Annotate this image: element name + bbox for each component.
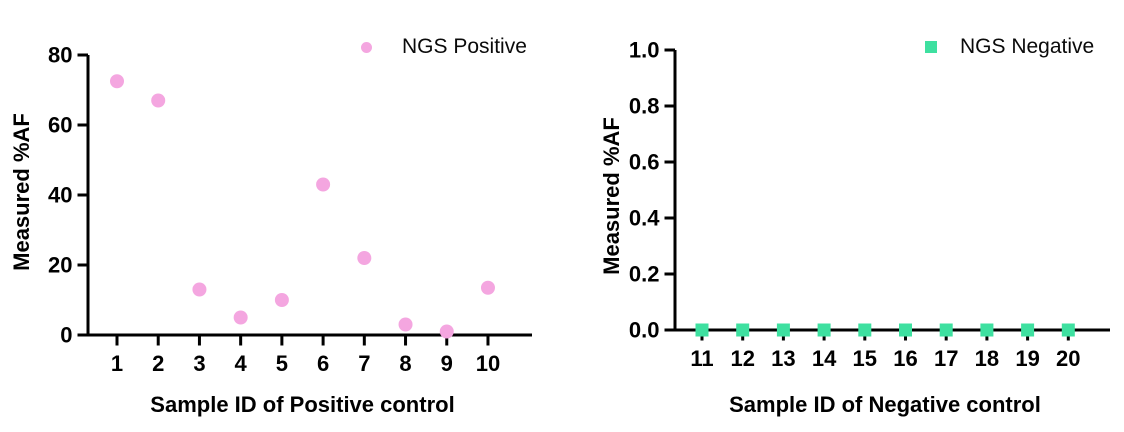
data-point xyxy=(899,323,912,337)
data-point xyxy=(398,317,413,332)
data-point xyxy=(110,74,124,89)
data-point xyxy=(980,323,994,337)
x-tick-label: 11 xyxy=(690,346,713,371)
y-tick-label: 1.0 xyxy=(629,38,660,63)
x-tick-label: 4 xyxy=(235,351,248,376)
x-axis-label: Sample ID of Negative control xyxy=(729,392,1041,417)
legend-circle-marker-icon xyxy=(361,41,372,53)
x-tick-label: 9 xyxy=(441,351,453,376)
y-tick-label: 0.2 xyxy=(629,262,660,287)
data-point xyxy=(480,280,495,295)
y-tick-label: 60 xyxy=(48,113,72,138)
x-tick-label: 1 xyxy=(111,351,123,376)
x-tick-label: 8 xyxy=(399,351,411,376)
data-point xyxy=(776,323,790,337)
data-point xyxy=(274,293,289,307)
y-tick-label: 0.8 xyxy=(629,94,660,119)
legend-label: NGS Negative xyxy=(960,35,1095,58)
y-axis-label: Measured %AF xyxy=(9,113,34,271)
data-point xyxy=(357,251,372,265)
legend-positive: NGS Positive xyxy=(361,35,527,59)
data-point xyxy=(858,323,872,337)
chart-positive-control: 0 20 40 60 80 1 2 3 4 5 6 7 8 9 10 Measured %AF Sample… xyxy=(9,35,532,417)
axis-frame xyxy=(673,50,1110,332)
legend-square-marker-icon xyxy=(925,41,937,53)
plot-area-positive: 0 20 40 60 80 1 2 3 4 5 6 7 8 9 10 xyxy=(48,43,532,376)
x-tick-label: 12 xyxy=(730,346,754,371)
x-tick-label: 16 xyxy=(893,346,917,371)
y-tick-label: 40 xyxy=(48,183,72,208)
data-point xyxy=(939,323,953,337)
data-point xyxy=(1021,323,1035,337)
x-tick-label: 7 xyxy=(358,351,370,376)
x-tick-label: 15 xyxy=(853,346,877,371)
data-point xyxy=(233,310,248,325)
y-tick-label: 0.4 xyxy=(629,206,660,231)
chart-negative-control: 0.0 0.2 0.4 0.6 0.8 1.0 11 12 13 14 15 16 17 18 19 20 M… xyxy=(562,0,1124,432)
x-tick-label: 20 xyxy=(1056,346,1080,371)
data-point xyxy=(316,177,331,192)
data-point xyxy=(1061,323,1075,337)
y-tick-label: 80 xyxy=(48,43,72,68)
legend-negative: NGS Negative xyxy=(925,35,1094,59)
data-point xyxy=(192,282,207,297)
x-axis-label: Sample ID of Positive control xyxy=(150,392,455,417)
x-tick-label: 18 xyxy=(975,346,999,371)
legend-label: NGS Positive xyxy=(402,35,527,58)
data-point xyxy=(151,93,166,108)
x-tick-label: 5 xyxy=(276,351,288,376)
data-point xyxy=(817,323,831,337)
x-tick-label: 10 xyxy=(476,351,500,376)
y-axis-label: Measured %AF xyxy=(599,117,624,275)
x-tick-label: 6 xyxy=(317,351,329,376)
x-tick-label: 17 xyxy=(934,346,958,371)
x-tick-label: 13 xyxy=(771,346,795,371)
y-tick-label: 20 xyxy=(48,253,72,278)
x-tick-label: 19 xyxy=(1015,346,1039,371)
data-point xyxy=(736,323,750,337)
data-point xyxy=(439,324,454,339)
plot-area-negative: 0.0 0.2 0.4 0.6 0.8 1.0 11 12 13 14 15 16 17 18 19 20 xyxy=(629,38,1110,371)
x-tick-label: 3 xyxy=(193,351,205,376)
data-point xyxy=(695,323,709,337)
x-tick-label: 2 xyxy=(152,351,164,376)
y-tick-label: 0.6 xyxy=(629,150,660,175)
y-tick-label: 0.0 xyxy=(629,318,660,343)
x-tick-label: 14 xyxy=(812,346,837,371)
y-tick-label: 0 xyxy=(60,323,72,348)
